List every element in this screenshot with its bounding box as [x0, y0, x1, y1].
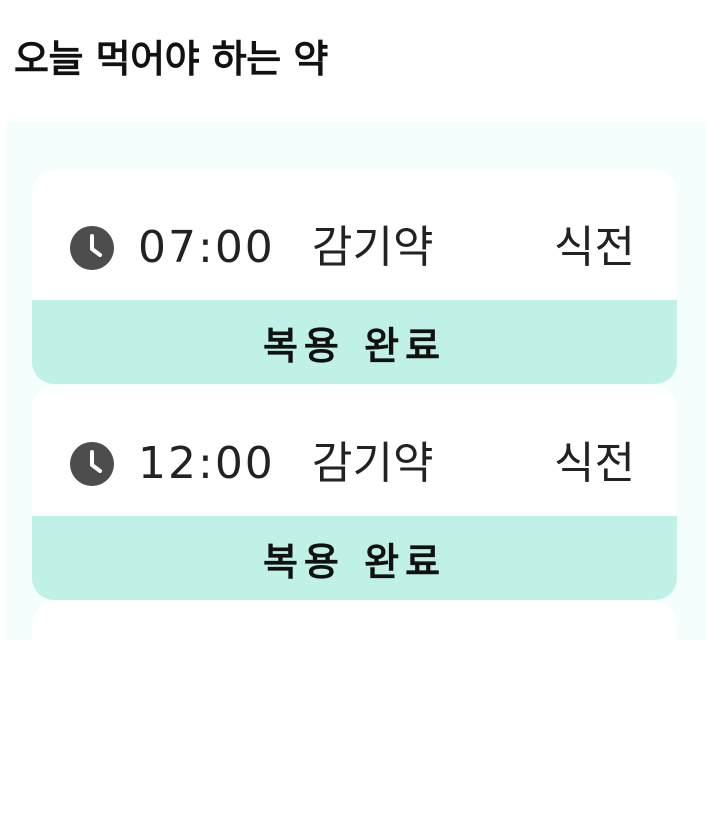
- clock-icon: [70, 226, 114, 270]
- medication-card-partial: [32, 602, 677, 816]
- medication-card: 12:00 감기약 식전 복용 완료: [32, 386, 677, 600]
- medication-info: 12:00 감기약 식전: [32, 386, 677, 516]
- medication-timing: 식전: [554, 438, 635, 489]
- taken-complete-button[interactable]: 복용 완료: [32, 516, 677, 600]
- page-title: 오늘 먹어야 하는 약: [14, 37, 328, 81]
- clock-icon: [70, 442, 114, 486]
- medication-timing: 식전: [554, 222, 635, 273]
- medication-name: 감기약: [312, 222, 434, 273]
- medication-info: 07:00 감기약 식전: [32, 170, 677, 300]
- medication-card: 07:00 감기약 식전 복용 완료: [32, 170, 677, 384]
- medication-time: 07:00: [138, 222, 275, 273]
- taken-complete-button[interactable]: 복용 완료: [32, 300, 677, 384]
- medication-name: 감기약: [312, 438, 434, 489]
- medication-time: 12:00: [138, 438, 275, 489]
